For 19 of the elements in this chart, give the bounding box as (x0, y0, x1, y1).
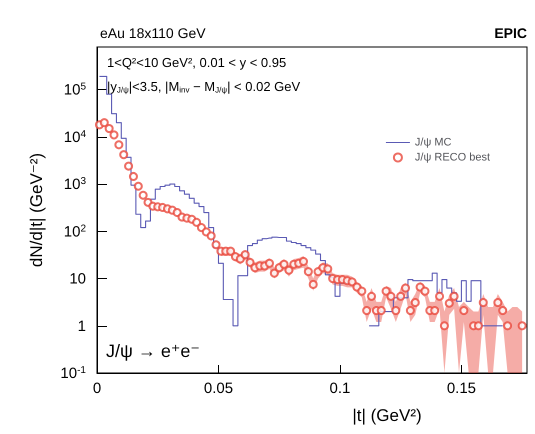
text: EPIC (494, 25, 528, 41)
y-tick-label: 10$^{4}$ (64, 128, 86, 146)
x-axis-title: |t| (GeV²) (352, 406, 422, 425)
legend-label: J/ψ RECO best (414, 152, 490, 164)
x-tick-label: 0.15 (446, 380, 476, 397)
annotation: 1<Q²<10 GeV², 0.01 < y < 0.95 (107, 55, 286, 70)
annotation: J/ψ → e⁺e⁻ (106, 341, 200, 361)
y-tick-label: 10$^{3}$ (64, 176, 86, 194)
legend-label: J/ψ MC (414, 136, 452, 148)
y-axis-title: dN/d|t| (GeV⁻²) (27, 152, 46, 268)
y-tick-label: 10 (69, 270, 86, 288)
y-tick-label: 10$^{2}$ (64, 222, 86, 240)
x-tick-label: 0.1 (330, 380, 350, 397)
x-tick-label: 0 (92, 380, 102, 397)
x-tick-label: 0.05 (204, 380, 234, 397)
y-tick-label: 10$^{5}$ (64, 81, 86, 99)
y-tick-label: 10$^{-1}$ (60, 364, 86, 382)
y-tick-label: 1 (78, 318, 86, 335)
text: eAu 18x110 GeV (100, 25, 206, 41)
